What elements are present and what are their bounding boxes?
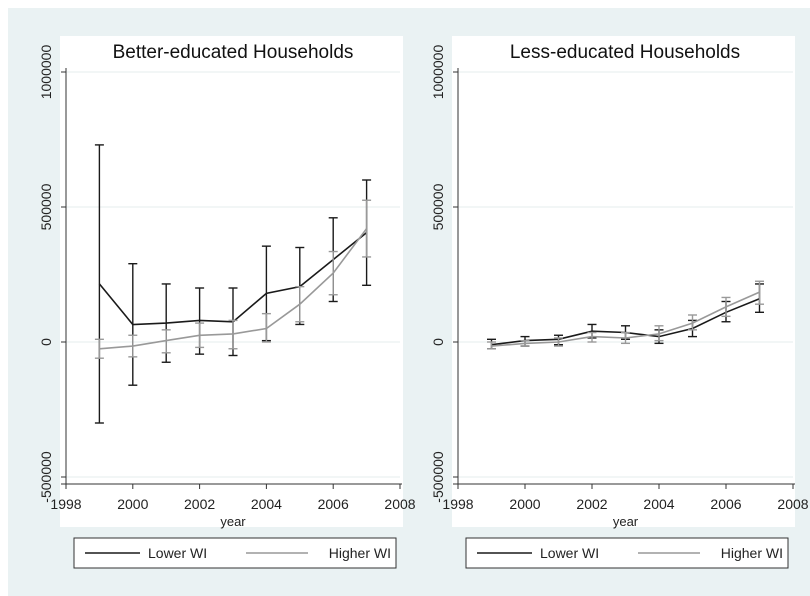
legend-label: Higher WI <box>721 545 783 561</box>
series-higher-wi <box>94 199 372 359</box>
legend-label: Lower WI <box>540 545 599 561</box>
x-tick-label: 2006 <box>710 496 741 512</box>
x-tick-label: 2008 <box>384 496 415 512</box>
x-tick-label: 2002 <box>576 496 607 512</box>
chart-title: Less-educated Households <box>510 42 740 63</box>
chart-title: Better-educated Households <box>113 42 354 63</box>
y-tick-label: 1000000 <box>38 45 54 100</box>
x-tick-label: 2004 <box>643 496 674 512</box>
y-tick-label: 0 <box>430 338 446 346</box>
series-higher-wi <box>487 280 764 350</box>
panel-1: Better-educated Households -500000 0 500000… <box>38 36 416 569</box>
legend-box <box>73 537 397 569</box>
y-tick-label: -500000 <box>430 451 446 503</box>
x-axis-label: year <box>613 514 639 529</box>
y-tick-label: 1000000 <box>430 45 446 100</box>
x-axis-label: year <box>220 514 246 529</box>
legend: Lower WI Higher WI <box>73 537 397 569</box>
x-tick-label: 2000 <box>117 496 148 512</box>
legend-label: Lower WI <box>148 545 207 561</box>
x-tick-label: 1998 <box>442 496 473 512</box>
y-tick-label: -500000 <box>38 451 54 503</box>
y-tick-label: 500000 <box>38 183 54 230</box>
plot-area <box>60 36 403 527</box>
x-tick-label: 2004 <box>251 496 282 512</box>
plot-area <box>452 36 795 527</box>
x-tick-label: 2002 <box>184 496 215 512</box>
y-tick-label: 500000 <box>430 183 446 230</box>
x-tick-label: 2000 <box>509 496 540 512</box>
legend: Lower WI Higher WI <box>465 537 789 569</box>
legend-label: Higher WI <box>329 545 391 561</box>
y-tick-label: 0 <box>38 338 54 346</box>
x-tick-label: 2006 <box>318 496 349 512</box>
panel-2: Less-educated Households -500000 0 500000 10… <box>430 36 809 569</box>
x-tick-label: 1998 <box>50 496 81 512</box>
x-tick-label: 2008 <box>777 496 808 512</box>
